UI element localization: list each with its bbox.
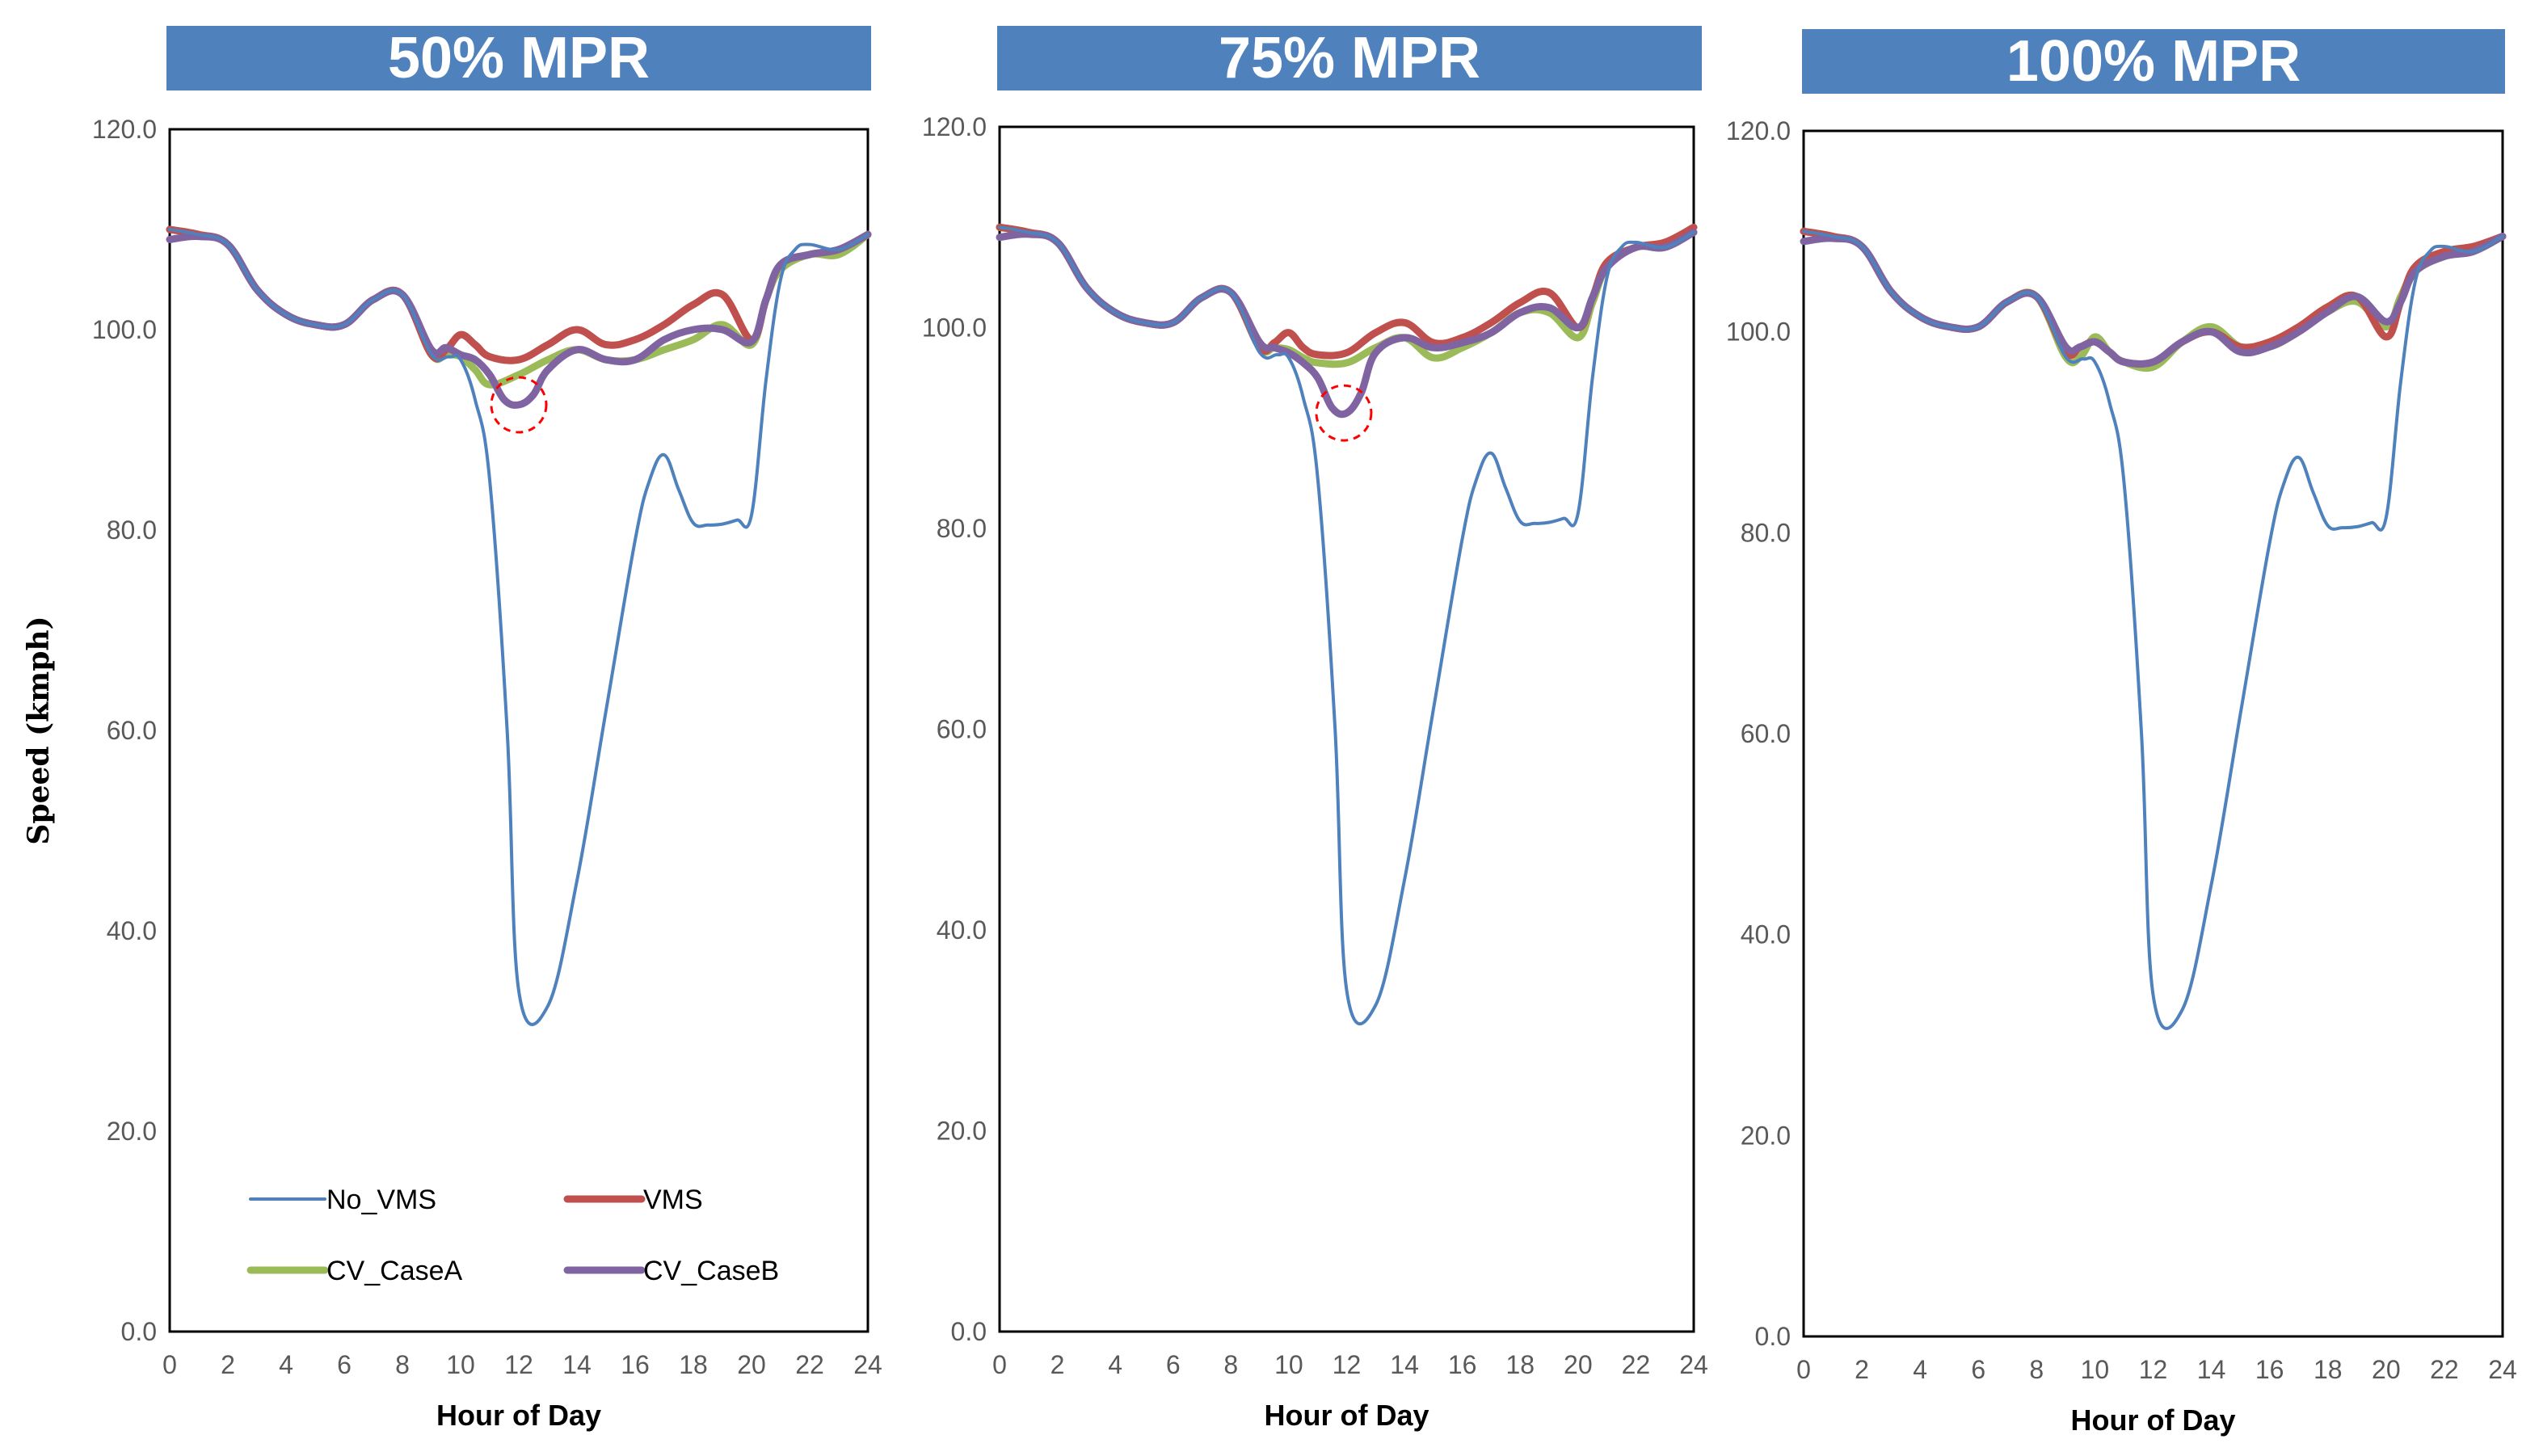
y-tick-label: 120.0: [92, 115, 157, 144]
y-tick-label: 120.0: [922, 112, 987, 141]
x-tick-label: 2: [1855, 1355, 1869, 1384]
x-tick-label: 10: [1274, 1350, 1303, 1379]
plot-area-frame: [168, 128, 869, 1333]
highlight-circle: [1315, 384, 1373, 442]
legend-label: CV_CaseB: [643, 1256, 779, 1286]
x-axis-title: Hour of Day: [1264, 1399, 1429, 1432]
x-tick-label: 12: [1333, 1350, 1362, 1379]
x-tick-label: 18: [679, 1350, 708, 1379]
y-tick-label: 100.0: [92, 315, 157, 344]
y-tick-label: 80.0: [107, 515, 157, 545]
y-tick-label: 20.0: [107, 1117, 157, 1146]
x-tick-label: 20: [737, 1350, 766, 1379]
y-tick-label: 20.0: [937, 1117, 987, 1146]
x-tick-label: 6: [1166, 1350, 1181, 1379]
x-tick-label: 4: [1108, 1350, 1122, 1379]
x-tick-label: 22: [1622, 1350, 1651, 1379]
plot-area-frame: [1802, 129, 2504, 1338]
x-tick-label: 8: [2029, 1355, 2044, 1384]
y-tick-label: 40.0: [1741, 920, 1791, 949]
x-tick-label: 22: [2430, 1355, 2459, 1384]
x-tick-label: 0: [992, 1350, 1007, 1379]
x-tick-label: 24: [2488, 1355, 2517, 1384]
x-tick-label: 6: [337, 1350, 352, 1379]
x-tick-label: 6: [1971, 1355, 1985, 1384]
x-tick-label: 4: [279, 1350, 293, 1379]
y-axis-title: Speed (kmph): [22, 616, 56, 844]
x-tick-label: 0: [162, 1350, 177, 1379]
legend-label: VMS: [643, 1185, 703, 1215]
chart-legend: No_VMS VMS CV_CaseA CV_CaseB: [246, 1185, 779, 1286]
y-tick-label: 0.0: [1755, 1322, 1791, 1351]
x-tick-label: 18: [2314, 1355, 2343, 1384]
y-tick-label: 120.0: [1726, 116, 1791, 145]
y-tick-label: 0.0: [951, 1317, 987, 1346]
series-line-no-vms: [168, 228, 869, 1026]
panel-3-title: 100% MPR: [1802, 29, 2505, 94]
x-tick-label: 10: [2081, 1355, 2110, 1384]
x-tick-label: 20: [2372, 1355, 2401, 1384]
y-tick-label: 60.0: [937, 715, 987, 744]
x-tick-label: 20: [1564, 1350, 1593, 1379]
panel-1-title: 50% MPR: [166, 26, 871, 90]
legend-label: CV_CaseA: [326, 1256, 463, 1286]
y-tick-label: 100.0: [922, 314, 987, 343]
x-tick-label: 12: [2139, 1355, 2168, 1384]
x-tick-label: 16: [1448, 1350, 1477, 1379]
y-tick-label: 80.0: [937, 514, 987, 543]
y-tick-label: 100.0: [1726, 318, 1791, 347]
x-tick-label: 24: [1679, 1350, 1708, 1379]
legend-label: No_VMS: [326, 1185, 436, 1215]
x-tick-label: 10: [446, 1350, 475, 1379]
x-tick-label: 2: [1050, 1350, 1065, 1379]
x-tick-label: 24: [853, 1350, 882, 1379]
x-tick-label: 16: [2255, 1355, 2284, 1384]
series-line-no-vms: [1802, 229, 2504, 1030]
y-tick-label: 40.0: [107, 916, 157, 945]
x-tick-label: 22: [795, 1350, 824, 1379]
x-tick-label: 8: [395, 1350, 410, 1379]
x-tick-label: 16: [621, 1350, 650, 1379]
x-tick-label: 18: [1505, 1350, 1535, 1379]
highlight-circle: [490, 376, 548, 434]
y-tick-label: 0.0: [121, 1317, 157, 1346]
x-tick-label: 14: [2197, 1355, 2226, 1384]
x-axis-title: Hour of Day: [2070, 1403, 2235, 1437]
x-tick-label: 8: [1223, 1350, 1238, 1379]
y-tick-label: 60.0: [1741, 719, 1791, 748]
x-tick-label: 14: [1390, 1350, 1419, 1379]
x-tick-label: 14: [562, 1350, 592, 1379]
y-tick-label: 40.0: [937, 915, 987, 945]
x-axis-title: Hour of Day: [436, 1399, 601, 1432]
x-tick-label: 0: [1796, 1355, 1811, 1384]
x-tick-label: 12: [504, 1350, 533, 1379]
x-tick-label: 4: [1913, 1355, 1927, 1384]
panel-2-title: 75% MPR: [997, 26, 1702, 90]
series-line-no-vms: [998, 225, 1695, 1025]
y-tick-label: 20.0: [1741, 1121, 1791, 1150]
x-tick-label: 2: [221, 1350, 235, 1379]
y-tick-label: 60.0: [107, 716, 157, 745]
y-tick-label: 80.0: [1741, 518, 1791, 547]
